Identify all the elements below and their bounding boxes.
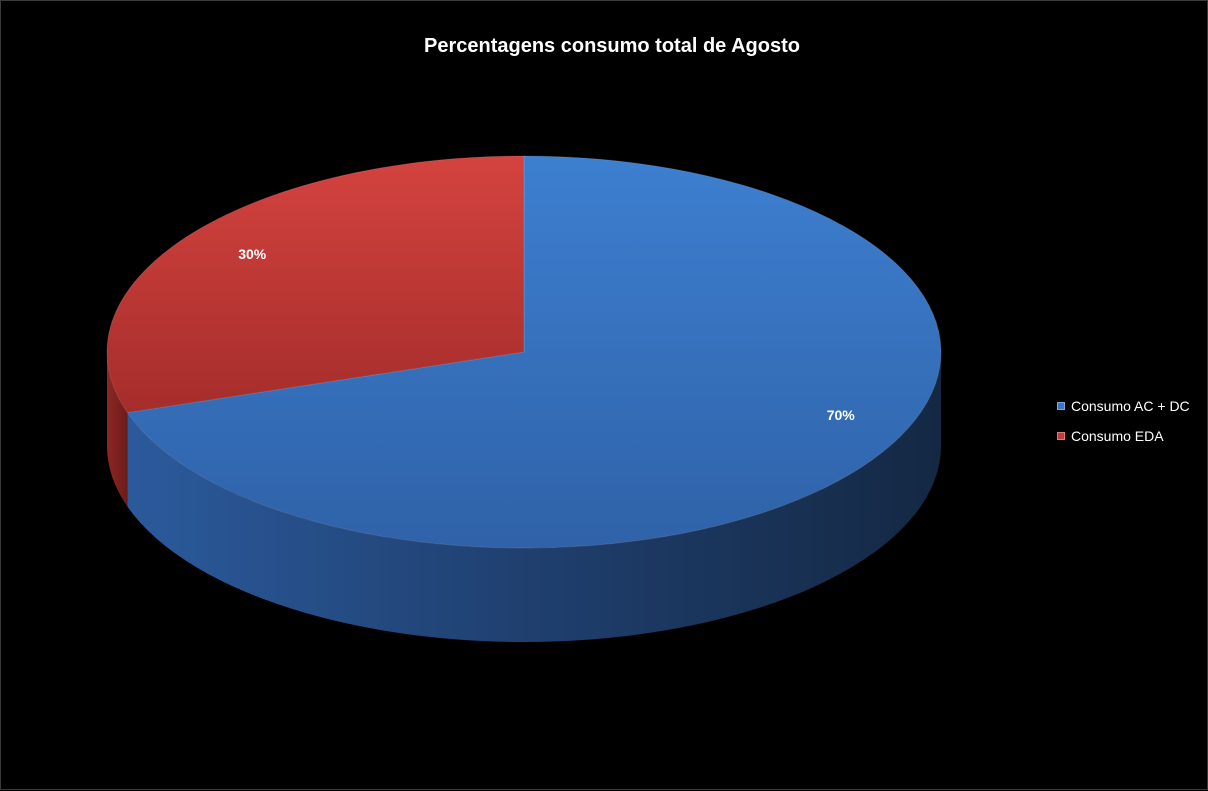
data-label: 30% <box>238 246 267 262</box>
pie-slice-side <box>127 352 942 642</box>
pie-slice[interactable] <box>126 155 942 549</box>
pie-slice-side <box>107 352 128 507</box>
chart-title: Percentagens consumo total de Agosto <box>424 35 800 57</box>
legend-item: Consumo AC + DC <box>1057 391 1190 421</box>
legend-item: Consumo EDA <box>1057 421 1190 451</box>
pie-slice[interactable] <box>106 155 525 414</box>
legend-label: Consumo EDA <box>1071 428 1164 444</box>
legend: Consumo AC + DC Consumo EDA <box>1057 391 1190 451</box>
legend-swatch <box>1057 402 1065 410</box>
legend-swatch <box>1057 432 1065 440</box>
data-label: 70% <box>827 407 856 423</box>
legend-label: Consumo AC + DC <box>1071 398 1190 414</box>
